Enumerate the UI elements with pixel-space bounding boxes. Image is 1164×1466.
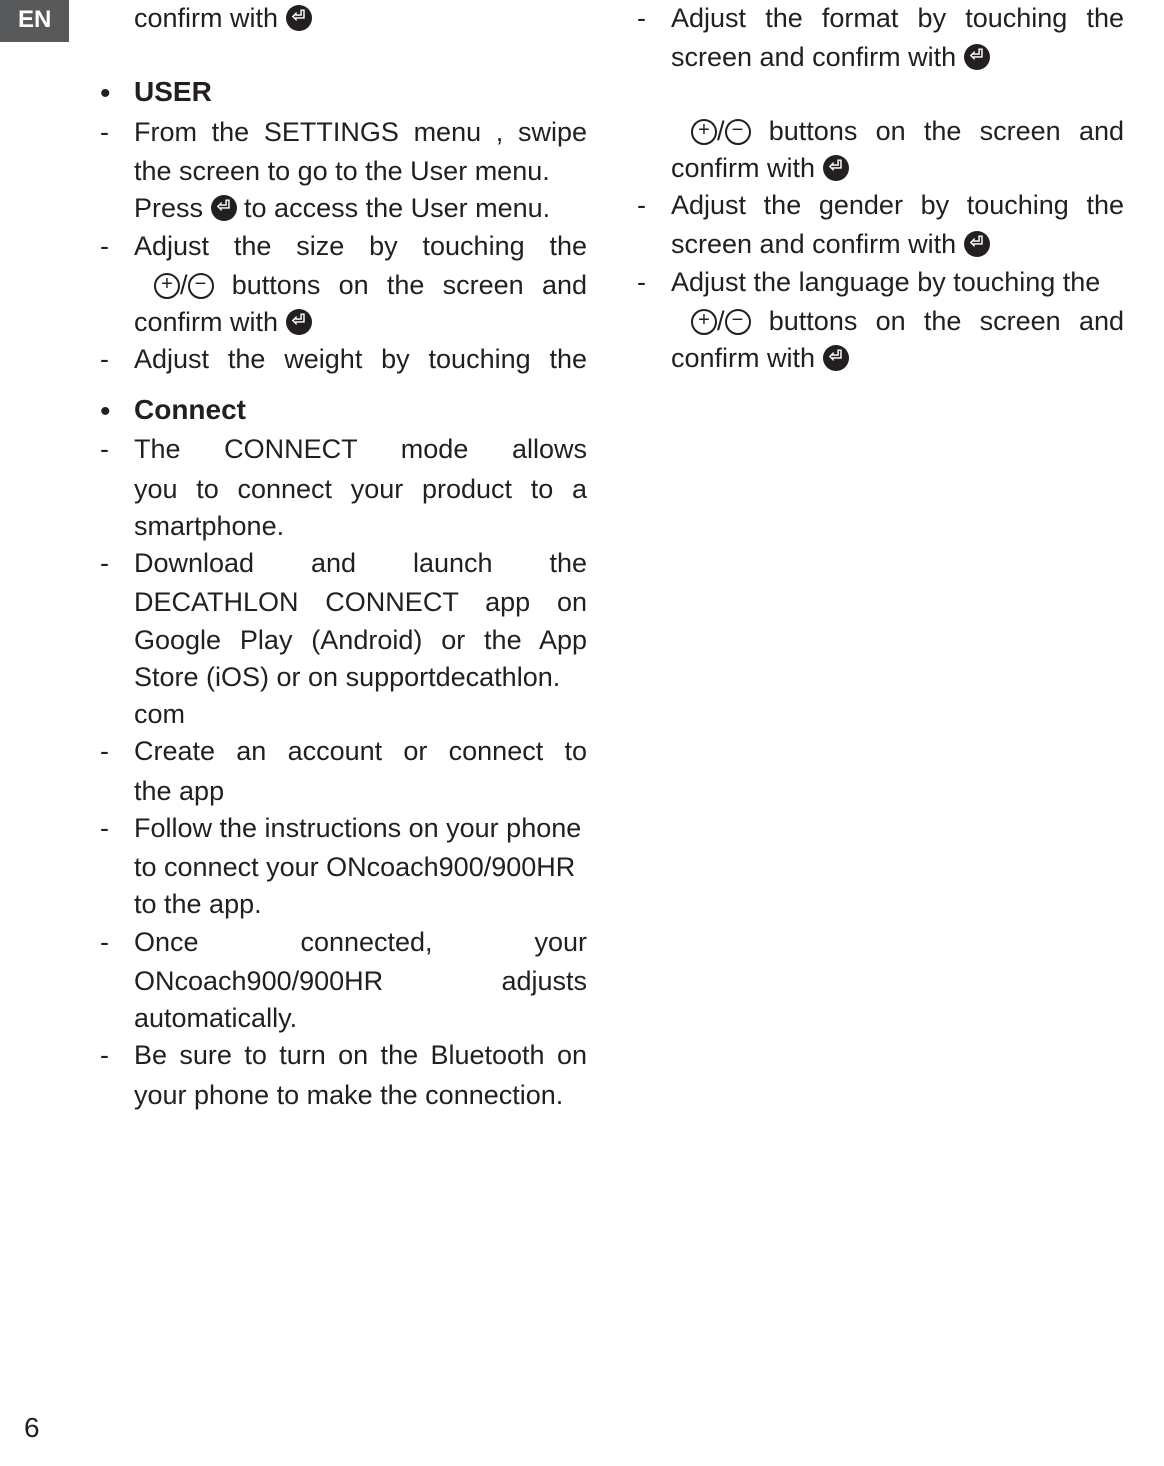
- dash-bullet-icon: -: [637, 187, 671, 224]
- user-heading-row: • USER: [100, 73, 587, 112]
- right-item-4c-text: confirm with: [671, 343, 823, 373]
- connect-item-4a: Follow the instructions on your phone: [134, 810, 587, 847]
- right-item-4: - Adjust the language by touching the: [637, 264, 1124, 301]
- slash-text: /: [717, 306, 725, 336]
- user-item-2b-mid: buttons on the screen and: [214, 270, 587, 300]
- connect-item-4b: to connect your ONcoach900/900HR: [100, 849, 587, 886]
- user-item-2c: confirm with: [100, 304, 587, 341]
- dash-bullet-icon: -: [100, 733, 134, 770]
- page-body: confirm with • USER - From the SETTINGS …: [0, 0, 1164, 1466]
- dash-bullet-icon: -: [637, 0, 671, 37]
- user-item-2b: / buttons on the screen and: [100, 267, 587, 304]
- connect-item-4c: to the app.: [100, 886, 587, 923]
- two-column-layout: confirm with • USER - From the SETTINGS …: [0, 0, 1164, 1466]
- dash-bullet-icon: -: [100, 545, 134, 582]
- dash-bullet-icon: -: [100, 1037, 134, 1074]
- connect-item-2a: Download and launch the: [134, 545, 587, 582]
- confirm-icon: [286, 5, 312, 31]
- right-item-1a: Adjust the format by touching the: [671, 0, 1124, 37]
- right-item-2a-mid: buttons on the screen and: [751, 116, 1124, 146]
- right-item-4b: / buttons on the screen and: [637, 303, 1124, 340]
- page-number: 6: [24, 1412, 40, 1444]
- top-fragment-line: confirm with: [100, 0, 587, 37]
- dash-bullet-icon: -: [637, 264, 671, 301]
- confirm-icon: [964, 44, 990, 70]
- dash-bullet-icon: -: [100, 341, 134, 378]
- minus-icon: [725, 309, 751, 335]
- connect-item-1: - The CONNECT mode allows: [100, 431, 587, 468]
- connect-item-2c: Google Play (Android) or the App: [100, 622, 587, 659]
- plus-icon: [691, 119, 717, 145]
- user-item-2c-text: confirm with: [134, 307, 286, 337]
- dash-bullet-icon: -: [100, 431, 134, 468]
- user-item-1b: the screen to go to the User menu.: [100, 153, 587, 190]
- right-item-2b-text: confirm with: [671, 153, 823, 183]
- right-item-1b: screen and confirm with: [637, 39, 1124, 76]
- connect-item-1a: The CONNECT mode allows: [134, 431, 587, 468]
- confirm-icon: [286, 309, 312, 335]
- right-item-3: - Adjust the gender by touching the: [637, 187, 1124, 224]
- user-item-1c-pre: Press: [134, 193, 211, 223]
- connect-item-2b: DECATHLON CONNECT app on: [100, 584, 587, 621]
- connect-item-6: - Be sure to turn on the Bluetooth on: [100, 1037, 587, 1074]
- connect-item-5c: automatically.: [100, 1000, 587, 1037]
- minus-icon: [725, 119, 751, 145]
- connect-item-5: - Once connected, your: [100, 924, 587, 961]
- connect-item-3b: the app: [100, 773, 587, 810]
- left-column: confirm with • USER - From the SETTINGS …: [60, 0, 587, 1466]
- top-fragment-text: confirm with: [134, 3, 286, 33]
- right-item-3a: Adjust the gender by touching the: [671, 187, 1124, 224]
- dash-bullet-icon: -: [100, 810, 134, 847]
- right-column: - Adjust the format by touching the scre…: [637, 0, 1124, 1466]
- confirm-icon: [823, 345, 849, 371]
- confirm-icon: [964, 231, 990, 257]
- right-item-1b-text: screen and confirm with: [671, 42, 964, 72]
- slash-text: /: [180, 270, 188, 300]
- user-item-3: - Adjust the weight by touching the: [100, 341, 587, 378]
- user-item-1a: From the SETTINGS menu , swipe: [134, 114, 587, 151]
- dash-bullet-icon: -: [100, 924, 134, 961]
- connect-item-4: - Follow the instructions on your phone: [100, 810, 587, 847]
- right-item-2a: / buttons on the screen and: [637, 113, 1124, 150]
- user-item-1: - From the SETTINGS menu , swipe: [100, 114, 587, 151]
- minus-icon: [188, 273, 214, 299]
- user-item-1c-post: to access the User menu.: [237, 193, 551, 223]
- right-item-3b: screen and confirm with: [637, 226, 1124, 263]
- plus-icon: [691, 309, 717, 335]
- user-item-2: - Adjust the size by touching the: [100, 228, 587, 265]
- dash-bullet-icon: -: [100, 114, 134, 151]
- connect-item-1b: you to connect your product to a: [100, 471, 587, 508]
- user-item-3a: Adjust the weight by touching the: [134, 341, 587, 378]
- connect-item-3a: Create an account or connect to: [134, 733, 587, 770]
- user-item-2a: Adjust the size by touching the: [134, 228, 587, 265]
- connect-item-1c: smartphone.: [100, 508, 587, 545]
- right-item-4c: confirm with: [637, 340, 1124, 377]
- connect-item-6a: Be sure to turn on the Bluetooth on: [134, 1037, 587, 1074]
- connect-item-5b: ONcoach900/900HR adjusts: [100, 963, 587, 1000]
- right-item-2b: confirm with: [637, 150, 1124, 187]
- bullet-dot-icon: •: [100, 397, 134, 427]
- connect-heading: Connect: [134, 391, 587, 430]
- connect-item-2e: com: [100, 696, 587, 733]
- connect-item-6b: your phone to make the connection.: [100, 1077, 587, 1114]
- dash-bullet-icon: -: [100, 228, 134, 265]
- connect-item-2d: Store (iOS) or on supportdecathlon.: [100, 659, 587, 696]
- plus-icon: [154, 273, 180, 299]
- confirm-icon: [823, 155, 849, 181]
- connect-item-5a: Once connected, your: [134, 924, 587, 961]
- right-item-4a: Adjust the language by touching the: [671, 264, 1124, 301]
- right-item-1: - Adjust the format by touching the: [637, 0, 1124, 37]
- user-heading: USER: [134, 73, 587, 112]
- connect-heading-row: • Connect: [100, 391, 587, 430]
- connect-item-3: - Create an account or connect to: [100, 733, 587, 770]
- user-item-1c: Press to access the User menu.: [100, 190, 587, 227]
- right-item-3b-text: screen and confirm with: [671, 229, 964, 259]
- confirm-icon: [211, 195, 237, 221]
- right-item-4b-mid: buttons on the screen and: [751, 306, 1124, 336]
- language-tab: EN: [0, 0, 69, 42]
- bullet-dot-icon: •: [100, 79, 134, 109]
- slash-text: /: [717, 116, 725, 146]
- connect-item-2: - Download and launch the: [100, 545, 587, 582]
